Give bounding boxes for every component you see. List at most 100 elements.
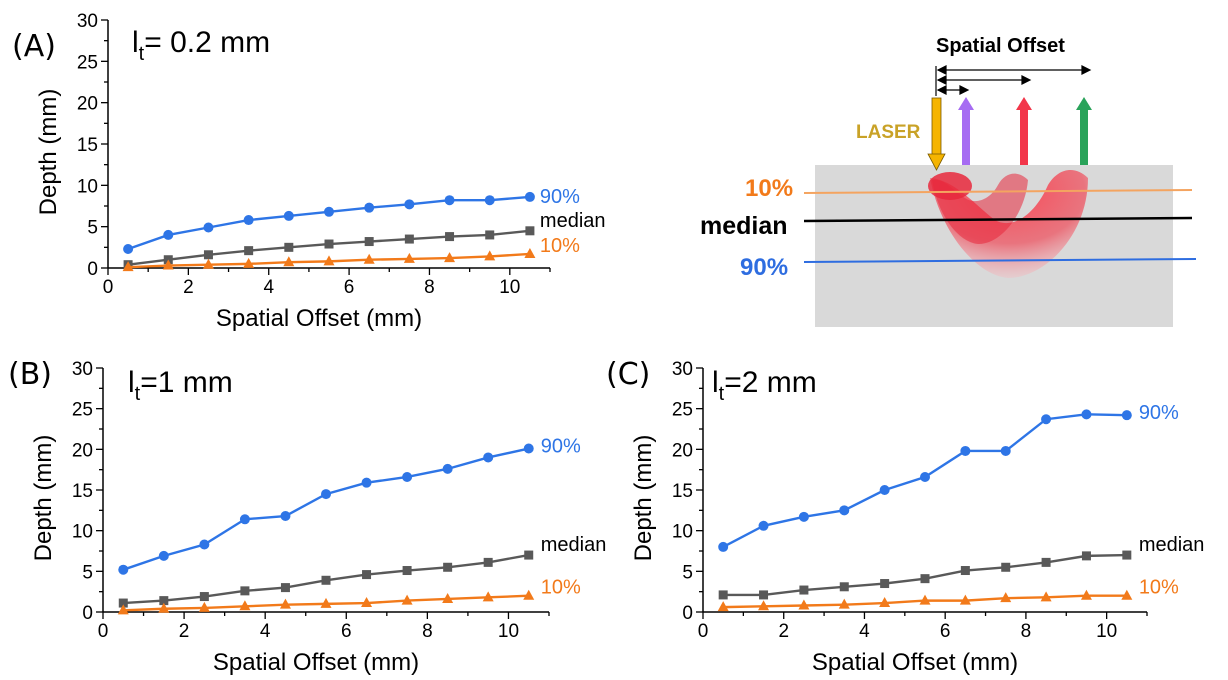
- y-axis-title: Depth (mm): [30, 435, 57, 562]
- x-tick-label: 0: [103, 277, 114, 298]
- y-tick-label: 30: [77, 11, 98, 32]
- x-tick-label: 0: [98, 621, 109, 642]
- data-point: [444, 195, 455, 206]
- sampling-volume-small: [928, 172, 972, 200]
- detect-arrow-red: [1016, 97, 1032, 165]
- y-tick-label: 10: [72, 522, 93, 543]
- data-point: [443, 562, 453, 572]
- data-point: [879, 597, 891, 608]
- x-tick-label: 10: [1096, 621, 1117, 642]
- y-tick-label: 15: [77, 135, 98, 156]
- diagram-label-10: 10%: [745, 175, 793, 202]
- data-point: [203, 222, 214, 233]
- panel-label: (C): [606, 357, 650, 392]
- x-tick-label: 2: [183, 277, 194, 298]
- data-point: [525, 226, 535, 236]
- y-tick-label: 10: [672, 522, 693, 543]
- data-point: [758, 520, 769, 531]
- data-point: [959, 594, 971, 605]
- y-tick-label: 0: [82, 603, 93, 624]
- data-point: [839, 582, 849, 592]
- spatial-offset-title: Spatial Offset: [936, 35, 1065, 57]
- x-tick-label: 6: [341, 621, 352, 642]
- data-point: [960, 445, 971, 456]
- x-tick-label: 10: [499, 277, 520, 298]
- diagram-label-median: median: [700, 212, 788, 240]
- data-point: [1080, 589, 1092, 600]
- data-point: [880, 579, 890, 589]
- x-tick-label: 2: [778, 621, 789, 642]
- data-point: [798, 511, 809, 522]
- y-tick-label: 5: [682, 562, 693, 583]
- data-point: [1000, 592, 1012, 603]
- data-point: [159, 596, 169, 606]
- data-point: [118, 598, 128, 608]
- x-axis-title: Spatial Offset (mm): [812, 649, 1018, 676]
- y-tick-label: 15: [72, 481, 93, 502]
- thickness-label: lt=2 mm: [712, 366, 817, 405]
- data-point: [199, 592, 209, 602]
- data-point: [243, 257, 255, 268]
- y-tick-label: 30: [672, 359, 693, 380]
- y-tick-label: 20: [72, 440, 93, 461]
- y-tick-label: 30: [72, 359, 93, 380]
- chart-panel-2: (C) lt=2 mm 0 2 4 6 8 10 0 5 10 15 20 25 30 Spatial Off…: [606, 357, 1204, 676]
- data-point: [524, 550, 534, 560]
- data-point: [799, 585, 809, 595]
- data-point: [404, 199, 415, 210]
- data-point: [283, 256, 295, 267]
- diagram-label-90: 90%: [740, 254, 788, 281]
- series-end-label: median: [1139, 534, 1205, 556]
- data-point: [402, 566, 412, 576]
- charts-group: (A) lt= 0.2 mm0 2 4 6 8 10051015202530Spatial …: [8, 11, 1204, 676]
- data-point: [523, 443, 534, 454]
- data-point: [920, 574, 930, 584]
- y-tick-label: 5: [82, 562, 93, 583]
- data-point: [758, 600, 770, 611]
- y-tick-label: 25: [77, 52, 98, 73]
- data-point: [403, 252, 415, 263]
- x-tick-label: 8: [1021, 621, 1032, 642]
- thickness-label: lt=1 mm: [128, 366, 233, 405]
- series-end-label: 10%: [1139, 577, 1179, 599]
- data-point: [123, 243, 134, 254]
- y-tick-label: 20: [672, 440, 693, 461]
- data-point: [524, 247, 536, 258]
- data-point: [324, 206, 334, 217]
- data-point: [402, 471, 413, 482]
- data-point: [324, 239, 334, 249]
- data-point: [361, 477, 372, 488]
- data-point: [361, 597, 373, 608]
- series-end-label: 10%: [541, 577, 581, 599]
- line-median: [803, 216, 1193, 223]
- data-point: [162, 259, 174, 270]
- data-point: [362, 570, 372, 580]
- data-point: [364, 202, 375, 213]
- data-point: [240, 586, 250, 596]
- data-point: [280, 583, 290, 593]
- data-point: [1041, 557, 1051, 567]
- data-point: [279, 598, 291, 609]
- data-point: [482, 591, 494, 602]
- x-tick-label: 6: [344, 277, 355, 298]
- data-point: [839, 505, 850, 516]
- data-point: [320, 597, 332, 608]
- line-10-percent: [803, 189, 1193, 194]
- y-axis-title: Depth (mm): [35, 89, 62, 216]
- data-point: [243, 215, 254, 226]
- data-point: [244, 246, 254, 256]
- data-point: [483, 452, 494, 463]
- y-tick-label: 10: [77, 176, 98, 197]
- panel-label: (A): [12, 29, 56, 64]
- chart-panel-1: (B) lt=1 mm 0 2 4 6 8 10 0 5 10 15 20 25 30 Spatial Off…: [8, 357, 606, 676]
- data-point: [838, 598, 850, 609]
- y-tick-label: 0: [682, 603, 693, 624]
- x-tick-label: 2: [179, 621, 190, 642]
- x-tick-label: 4: [859, 621, 870, 642]
- data-point: [118, 564, 129, 575]
- data-point: [919, 594, 931, 605]
- y-axis-title: Depth (mm): [630, 435, 657, 562]
- schematic-diagram: 10% median 90% Spatial Offset LASER: [700, 35, 1197, 327]
- data-point: [444, 252, 456, 263]
- y-tick-label: 15: [672, 481, 693, 502]
